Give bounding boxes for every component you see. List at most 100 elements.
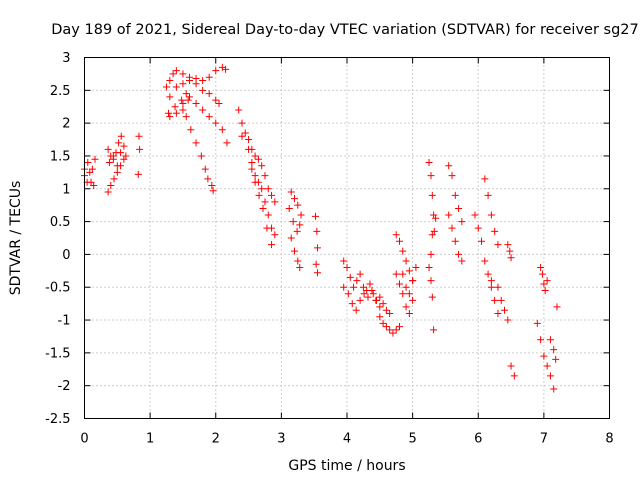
y-axis-label: SDTVAR / TECUs: [8, 181, 24, 296]
data-point: [209, 187, 217, 195]
data-point: [271, 231, 279, 239]
data-series-s27: [445, 162, 466, 226]
data-point: [245, 136, 253, 144]
data-point: [248, 165, 256, 173]
data-point: [201, 165, 209, 173]
x-tick-label: 1: [146, 432, 154, 447]
data-series-s21: [376, 313, 403, 337]
data-point: [448, 172, 456, 180]
data-point: [402, 283, 410, 291]
x-tick-label: 8: [605, 432, 613, 447]
data-point: [212, 96, 220, 104]
data-point: [448, 224, 456, 232]
data-point: [487, 211, 495, 219]
data-point: [238, 132, 246, 140]
data-series-s18: [312, 212, 321, 277]
data-series-s6: [134, 132, 144, 178]
data-point: [364, 293, 372, 301]
data-point: [208, 181, 216, 189]
data-point: [192, 80, 200, 88]
data-point: [178, 96, 186, 104]
data-point: [199, 106, 207, 114]
data-point: [405, 309, 413, 317]
data-point: [107, 181, 115, 189]
data-point: [172, 109, 180, 117]
data-series-s15: [287, 188, 305, 219]
data-series-s13: [238, 132, 279, 239]
data-point: [402, 303, 410, 311]
data-point: [445, 162, 453, 170]
data-point: [258, 185, 266, 193]
data-point: [117, 149, 125, 157]
data-point: [179, 99, 187, 107]
data-point: [458, 257, 466, 265]
data-point: [543, 277, 551, 285]
data-point: [251, 178, 259, 186]
data-point: [296, 264, 304, 272]
data-point: [405, 267, 413, 275]
data-point: [179, 70, 187, 78]
data-point: [553, 303, 561, 311]
data-point: [451, 237, 459, 245]
data-point: [412, 264, 420, 272]
data-point: [135, 132, 143, 140]
y-tick-label: 1: [62, 182, 70, 197]
data-point: [541, 287, 549, 295]
data-point: [204, 175, 212, 183]
data-point: [445, 211, 453, 219]
y-tick-label: -0.5: [45, 281, 70, 296]
data-series-s24: [399, 264, 420, 298]
data-point: [350, 283, 358, 291]
data-point: [501, 306, 508, 314]
data-point: [392, 326, 400, 334]
data-point: [205, 73, 213, 81]
data-point: [484, 270, 492, 278]
data-point: [113, 162, 121, 170]
data-point: [471, 211, 479, 219]
data-point: [340, 283, 348, 291]
data-point: [550, 385, 558, 393]
y-tick-label: 3: [62, 51, 70, 66]
data-point: [179, 106, 187, 114]
data-point: [84, 159, 92, 167]
data-series-s22: [392, 270, 417, 317]
data-point: [296, 221, 304, 229]
grid: [84, 57, 610, 419]
x-tick-label: 3: [277, 432, 285, 447]
data-point: [199, 76, 207, 84]
data-point: [487, 277, 495, 285]
data-point: [297, 211, 305, 219]
data-point: [258, 162, 266, 170]
data-point: [428, 293, 436, 301]
data-point: [458, 218, 466, 226]
data-point: [491, 296, 499, 304]
data-point: [399, 290, 407, 298]
data-point: [312, 260, 320, 268]
data-point: [172, 67, 180, 75]
data-point: [186, 76, 193, 84]
data-point: [192, 99, 200, 107]
data-point: [550, 346, 558, 354]
data-point: [537, 264, 545, 272]
data-point: [451, 191, 459, 199]
data-point: [105, 159, 113, 167]
data-point: [289, 218, 297, 226]
data-point: [212, 67, 220, 75]
data-point: [192, 139, 200, 147]
data-series-s11: [166, 96, 192, 121]
data-point: [504, 316, 512, 324]
data-point: [507, 254, 515, 262]
data-point: [287, 188, 295, 196]
data-point: [110, 175, 118, 183]
data-series-s5: [105, 142, 128, 170]
data-point: [504, 241, 512, 249]
data-point: [389, 329, 397, 337]
plot-frame: [84, 57, 610, 419]
data-point: [376, 313, 384, 321]
data-series-s10: [179, 99, 217, 195]
data-point: [186, 93, 193, 101]
data-point: [205, 113, 213, 121]
data-point: [405, 290, 413, 298]
data-point: [402, 257, 410, 265]
data-point: [356, 270, 364, 278]
